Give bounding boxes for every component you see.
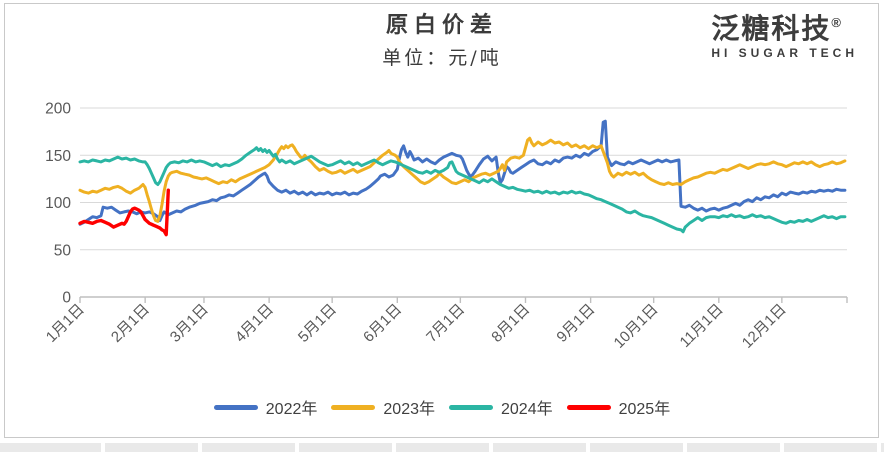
y-tick-label: 0 bbox=[62, 290, 71, 307]
legend-swatch bbox=[331, 404, 376, 410]
logo-brand-text: 泛糖科技® bbox=[711, 14, 858, 44]
x-tick-label: 9月1日 bbox=[553, 301, 598, 346]
x-tick-label: 7月1日 bbox=[423, 301, 468, 346]
chart-titles: 原白价差 单位：元/吨 bbox=[0, 10, 884, 72]
x-tick-label: 1月1日 bbox=[43, 301, 88, 346]
legend-swatch bbox=[566, 404, 611, 410]
cropped-table-row bbox=[0, 441, 884, 452]
legend-swatch bbox=[449, 404, 493, 410]
logo-tagline: HI SUGAR TECH bbox=[711, 46, 858, 60]
legend-item-2022: 2022年 bbox=[213, 395, 318, 419]
chart-legend: 2022年 2023年 2024年 2025年 bbox=[0, 395, 884, 419]
y-tick-label: 50 bbox=[54, 242, 72, 259]
x-tick-label: 10月1日 bbox=[611, 301, 662, 352]
x-tick-label: 2月1日 bbox=[108, 301, 153, 346]
series-line-2022 bbox=[78, 119, 847, 226]
legend-swatch bbox=[213, 404, 258, 410]
legend-label: 2023年 bbox=[383, 401, 435, 418]
legend-label: 2022年 bbox=[265, 401, 318, 418]
chart-title: 原白价差 bbox=[385, 12, 498, 38]
y-tick-label: 150 bbox=[45, 148, 71, 165]
legend-label: 2025年 bbox=[618, 401, 671, 418]
x-tick-label: 4月1日 bbox=[232, 301, 277, 346]
chart-unit-subtitle: 单位：元/吨 bbox=[382, 47, 502, 69]
series-line-2024 bbox=[78, 146, 847, 234]
y-tick-label: 200 bbox=[45, 101, 71, 118]
legend-item-2024: 2024年 bbox=[449, 395, 553, 419]
x-tick-label: 6月1日 bbox=[360, 301, 405, 346]
legend-item-2025: 2025年 bbox=[566, 395, 671, 419]
x-tick-label: 3月1日 bbox=[167, 301, 212, 346]
x-tick-label: 8月1日 bbox=[488, 301, 533, 346]
x-tick-label: 11月1日 bbox=[676, 301, 726, 351]
y-tick-label: 100 bbox=[45, 195, 71, 212]
chart-card bbox=[4, 3, 879, 438]
legend-label: 2024年 bbox=[501, 401, 553, 418]
logo-brand-cjk: 泛糖科技 bbox=[711, 13, 832, 44]
x-tick-label: 12月1日 bbox=[739, 301, 790, 352]
series-line-2025 bbox=[78, 188, 171, 237]
series-line-2023 bbox=[78, 136, 847, 223]
x-tick-label: 5月1日 bbox=[295, 301, 340, 346]
registered-trademark-icon: ® bbox=[831, 15, 843, 30]
legend-item-2023: 2023年 bbox=[331, 395, 435, 419]
hi-sugar-tech-logo: 泛糖科技® HI SUGAR TECH bbox=[711, 14, 858, 61]
